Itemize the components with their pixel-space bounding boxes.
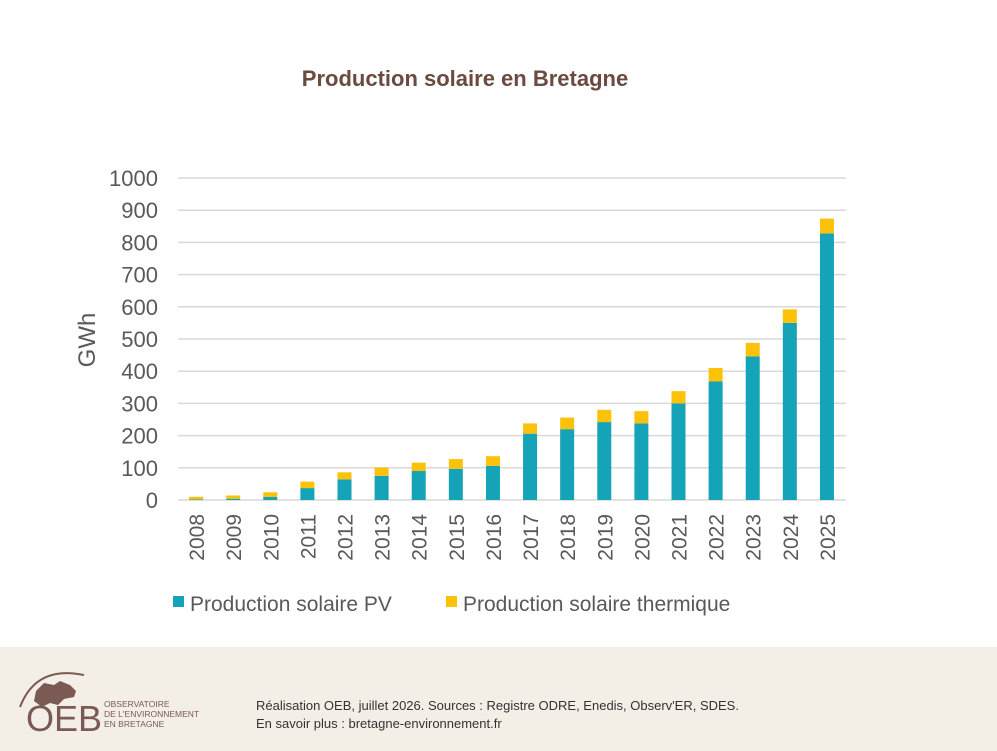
bar-thermique-2011 bbox=[300, 481, 315, 489]
bar-thermique-2008 bbox=[189, 496, 204, 500]
bar-thermique-2015 bbox=[448, 459, 463, 469]
bar-pv-2013 bbox=[374, 475, 389, 500]
x-tick-label: 2012 bbox=[335, 514, 358, 561]
x-tick-label: 2016 bbox=[483, 514, 506, 561]
bar-thermique-2021 bbox=[671, 391, 686, 404]
y-tick-label: 1000 bbox=[109, 166, 158, 191]
bar-pv-2014 bbox=[411, 471, 426, 500]
bar-thermique-2009 bbox=[226, 495, 241, 499]
bar-pv-2010 bbox=[263, 496, 278, 500]
bar-thermique-2024 bbox=[782, 309, 797, 323]
bar-thermique-2025 bbox=[819, 218, 834, 234]
y-tick-label: 300 bbox=[121, 391, 158, 416]
x-axis-ticks: 2008 2009 2010 2011 2012 2013 2014 2015 2016 2017… bbox=[186, 514, 840, 561]
y-tick-label: 500 bbox=[121, 327, 158, 352]
logo-subtitle-2: DE L'ENVIRONNEMENT bbox=[104, 709, 199, 719]
bar-thermique-2023 bbox=[745, 342, 760, 357]
bar-pv-2021 bbox=[671, 403, 686, 500]
x-tick-label: 2025 bbox=[817, 514, 840, 561]
logo-arc bbox=[19, 672, 85, 708]
bar-pv-2025 bbox=[819, 233, 834, 500]
logo-text: OEB bbox=[26, 698, 102, 739]
y-tick-label: 700 bbox=[121, 263, 158, 288]
y-tick-label: 400 bbox=[121, 359, 158, 384]
legend: Production solaire PV Production solaire … bbox=[173, 593, 730, 616]
bar-thermique-2010 bbox=[263, 492, 278, 497]
x-tick-label: 2024 bbox=[780, 514, 803, 561]
bar-pv-2008 bbox=[189, 499, 204, 500]
x-tick-label: 2009 bbox=[223, 514, 246, 561]
x-tick-label: 2019 bbox=[594, 514, 617, 561]
bar-thermique-2019 bbox=[597, 409, 612, 423]
bar-pv-2020 bbox=[634, 423, 649, 500]
x-tick-label: 2018 bbox=[557, 514, 580, 561]
bar-thermique-2017 bbox=[523, 423, 538, 434]
oeb-logo: OEB OBSERVATOIRE DE L'ENVIRONNEMENT EN B… bbox=[19, 672, 199, 739]
x-tick-label: 2008 bbox=[186, 514, 209, 561]
bar-thermique-2014 bbox=[411, 462, 426, 472]
legend-label-pv: Production solaire PV bbox=[190, 593, 392, 616]
logo-subtitle-3: EN BRETAGNE bbox=[104, 719, 165, 729]
bar-pv-2023 bbox=[745, 356, 760, 500]
gridlines bbox=[178, 177, 846, 501]
x-tick-label: 2021 bbox=[669, 514, 692, 561]
y-tick-label: 600 bbox=[121, 295, 158, 320]
bar-thermique-2020 bbox=[634, 411, 649, 424]
bar-pv-2011 bbox=[300, 488, 315, 500]
legend-swatch-thermique bbox=[446, 596, 457, 607]
bar-pv-2018 bbox=[560, 429, 575, 500]
y-tick-label: 0 bbox=[146, 488, 158, 513]
credit-sources: Réalisation OEB, juillet 2026. Sources :… bbox=[256, 698, 739, 713]
x-tick-label: 2013 bbox=[372, 514, 395, 561]
bars bbox=[189, 218, 834, 500]
x-tick-label: 2015 bbox=[446, 514, 469, 561]
legend-swatch-pv bbox=[173, 596, 184, 607]
bar-pv-2016 bbox=[485, 465, 500, 500]
bar-pv-2024 bbox=[782, 322, 797, 500]
x-tick-label: 2011 bbox=[297, 514, 320, 559]
x-tick-label: 2023 bbox=[743, 514, 766, 561]
chart-title: Production solaire en Bretagne bbox=[301, 66, 629, 91]
y-tick-label: 800 bbox=[121, 230, 158, 255]
bar-thermique-2016 bbox=[485, 456, 500, 466]
x-tick-label: 2020 bbox=[631, 514, 654, 561]
bar-thermique-2018 bbox=[560, 417, 575, 430]
x-tick-label: 2014 bbox=[409, 514, 432, 561]
x-tick-label: 2022 bbox=[706, 514, 729, 561]
bar-pv-2012 bbox=[337, 479, 352, 500]
bar-thermique-2012 bbox=[337, 472, 352, 480]
footer: OEB OBSERVATOIRE DE L'ENVIRONNEMENT EN B… bbox=[0, 647, 997, 751]
y-axis-label: GWh bbox=[74, 313, 101, 368]
bar-pv-2017 bbox=[523, 433, 538, 500]
y-tick-label: 100 bbox=[121, 456, 158, 481]
bar-pv-2009 bbox=[226, 498, 241, 500]
bar-thermique-2022 bbox=[708, 367, 723, 382]
credit-website: En savoir plus : bretagne-environnement.… bbox=[256, 716, 502, 731]
bar-pv-2022 bbox=[708, 381, 723, 500]
x-tick-label: 2017 bbox=[520, 514, 543, 561]
bar-pv-2019 bbox=[597, 422, 612, 500]
y-axis-ticks: 0 100 200 300 400 500 600 700 800 900 1000 bbox=[109, 166, 158, 513]
y-tick-label: 900 bbox=[121, 198, 158, 223]
bar-pv-2015 bbox=[448, 468, 463, 500]
legend-label-thermique: Production solaire thermique bbox=[463, 593, 730, 616]
brittany-map-icon bbox=[34, 681, 76, 707]
y-tick-label: 200 bbox=[121, 424, 158, 449]
x-tick-label: 2010 bbox=[260, 514, 283, 561]
logo-subtitle-1: OBSERVATOIRE bbox=[104, 699, 170, 709]
bar-thermique-2013 bbox=[374, 467, 389, 476]
